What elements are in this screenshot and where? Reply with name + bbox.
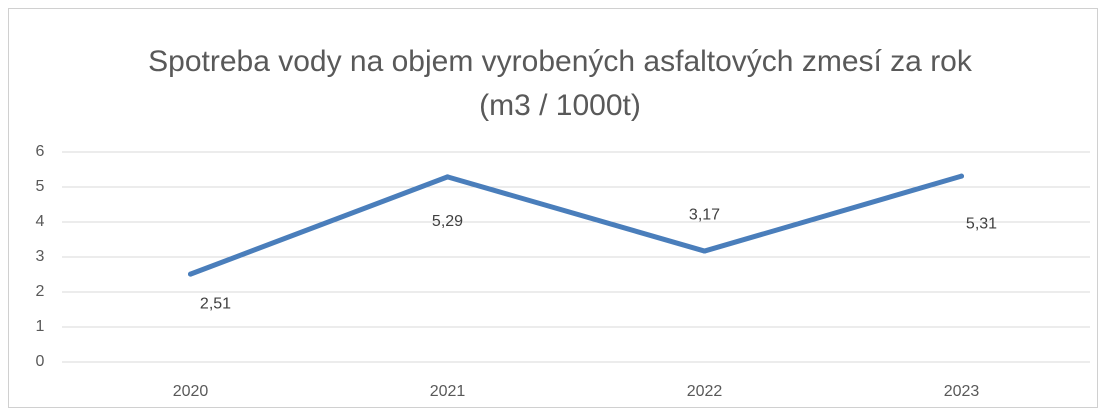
- chart-title: Spotreba vody na objem vyrobených asfalt…: [148, 45, 972, 122]
- y-tick-label: 5: [36, 178, 45, 195]
- data-label: 2,51: [200, 295, 231, 312]
- chart-frame: [8, 8, 1098, 408]
- x-tick-label: 2023: [944, 383, 980, 400]
- y-tick-label: 2: [36, 283, 45, 300]
- data-point: [702, 248, 707, 254]
- y-tick-label: 3: [36, 248, 45, 265]
- data-point: [445, 174, 450, 180]
- x-tick-label: 2022: [687, 383, 723, 400]
- x-tick-label: 2021: [430, 383, 466, 400]
- y-tick-label: 0: [36, 353, 45, 370]
- data-line: [188, 173, 964, 277]
- data-label: 5,31: [966, 215, 997, 232]
- x-tick-label: 2020: [173, 383, 209, 400]
- data-point: [188, 271, 193, 277]
- data-point: [959, 173, 964, 179]
- data-label: 5,29: [432, 213, 463, 230]
- y-tick-label: 4: [36, 213, 45, 230]
- data-label: 3,17: [689, 206, 720, 223]
- y-tick-label: 6: [36, 143, 45, 160]
- y-tick-label: 1: [36, 318, 45, 335]
